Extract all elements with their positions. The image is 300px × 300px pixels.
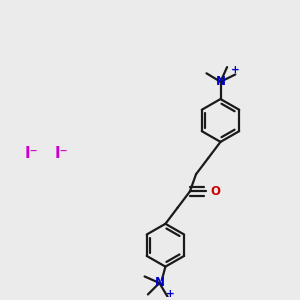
Text: N: N <box>215 75 226 88</box>
Text: +: + <box>230 65 239 76</box>
Text: O: O <box>210 185 220 198</box>
Text: I⁻: I⁻ <box>55 146 68 161</box>
Text: I⁻: I⁻ <box>25 146 38 161</box>
Text: +: + <box>166 289 174 299</box>
Text: N: N <box>154 277 164 290</box>
